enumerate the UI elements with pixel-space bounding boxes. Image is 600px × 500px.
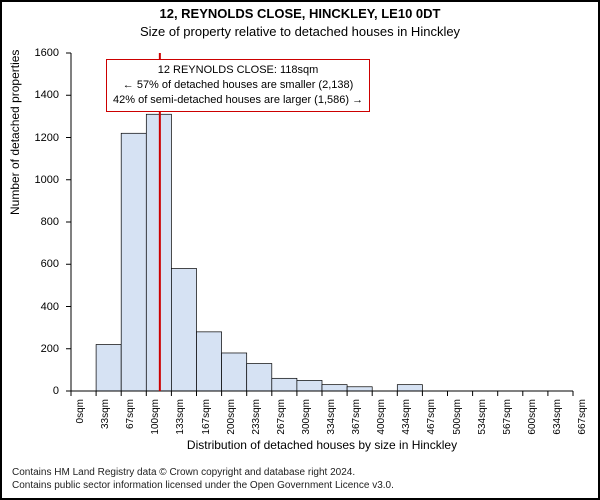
annotation-line-1: 12 REYNOLDS CLOSE: 118sqm <box>113 63 363 78</box>
y-tick-label: 1000 <box>19 174 59 186</box>
x-tick-label: 334sqm <box>326 399 337 435</box>
y-tick-label: 1200 <box>19 132 59 144</box>
footer-text: Contains HM Land Registry data © Crown c… <box>12 467 592 492</box>
footer-line-2: Contains public sector information licen… <box>12 480 592 493</box>
x-tick-label: 667sqm <box>577 399 588 435</box>
x-tick-label: 133sqm <box>175 399 186 435</box>
x-tick-label: 267sqm <box>276 399 287 435</box>
x-tick-label: 500sqm <box>452 399 463 435</box>
footer-line-1: Contains HM Land Registry data © Crown c… <box>12 467 592 480</box>
x-tick-label: 400sqm <box>376 399 387 435</box>
x-tick-label: 600sqm <box>527 399 538 435</box>
y-tick-label: 600 <box>19 258 59 270</box>
annotation-line-2: ← 57% of detached houses are smaller (2,… <box>113 78 363 93</box>
x-tick-label: 367sqm <box>351 399 362 435</box>
x-tick-label: 300sqm <box>301 399 312 435</box>
x-tick-label: 534sqm <box>477 399 488 435</box>
x-axis-label: Distribution of detached houses by size … <box>67 438 577 452</box>
x-tick-label: 167sqm <box>201 399 212 435</box>
x-tick-label: 634sqm <box>552 399 563 435</box>
x-tick-label: 467sqm <box>426 399 437 435</box>
y-tick-label: 800 <box>19 216 59 228</box>
x-tick-label: 33sqm <box>100 399 111 429</box>
x-tick-label: 67sqm <box>125 399 136 429</box>
chart-frame: 12, REYNOLDS CLOSE, HINCKLEY, LE10 0DT S… <box>0 0 600 500</box>
y-tick-label: 1600 <box>19 47 59 59</box>
annotation-box: 12 REYNOLDS CLOSE: 118sqm ← 57% of detac… <box>106 59 370 112</box>
annotation-line-3: 42% of semi-detached houses are larger (… <box>113 93 363 108</box>
chart-title: 12, REYNOLDS CLOSE, HINCKLEY, LE10 0DT <box>2 6 598 21</box>
x-tick-label: 434sqm <box>401 399 412 435</box>
x-tick-label: 200sqm <box>226 399 237 435</box>
x-tick-label: 0sqm <box>75 399 86 423</box>
x-tick-label: 567sqm <box>502 399 513 435</box>
y-tick-label: 1400 <box>19 89 59 101</box>
y-tick-label: 0 <box>19 385 59 397</box>
y-tick-label: 400 <box>19 301 59 313</box>
x-tick-label: 100sqm <box>150 399 161 435</box>
y-tick-label: 200 <box>19 343 59 355</box>
x-tick-label: 233sqm <box>251 399 262 435</box>
chart-subtitle: Size of property relative to detached ho… <box>2 24 598 39</box>
